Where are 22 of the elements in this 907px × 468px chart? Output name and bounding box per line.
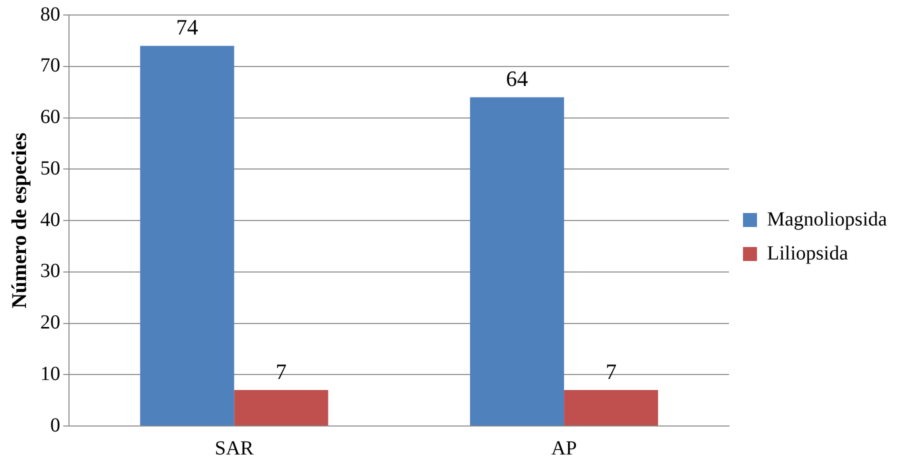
data-label: 74 — [176, 14, 198, 40]
y-tick-label: 80 — [40, 3, 60, 26]
x-tick-label: AP — [551, 437, 577, 460]
x-tick-label: SAR — [214, 437, 254, 460]
y-tick-label: 20 — [40, 312, 60, 334]
data-label: 64 — [506, 66, 528, 91]
bar — [564, 390, 658, 426]
y-tick-label: 70 — [40, 54, 60, 77]
y-tick-label: 60 — [40, 106, 60, 128]
y-tick-label: 0 — [50, 414, 60, 436]
bar — [234, 390, 328, 426]
legend-label: Liliopsida — [767, 242, 848, 264]
y-tick-label: 10 — [40, 362, 60, 385]
y-tick-label: 40 — [40, 208, 60, 231]
data-label: 7 — [606, 358, 617, 384]
bar — [140, 46, 234, 426]
legend-label: Magnoliopsida — [767, 208, 888, 230]
y-tick-label: 50 — [40, 157, 60, 180]
data-label: 7 — [276, 358, 287, 384]
y-tick-label: 30 — [40, 260, 60, 282]
y-axis-title: Número de especies — [7, 132, 32, 308]
bar — [470, 97, 564, 426]
